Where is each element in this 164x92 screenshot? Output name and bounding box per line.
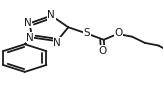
Text: N: N — [26, 33, 34, 43]
Text: O: O — [114, 28, 122, 38]
Text: O: O — [99, 46, 107, 56]
Text: N: N — [24, 18, 31, 28]
Text: S: S — [83, 28, 90, 38]
Text: N: N — [53, 38, 61, 48]
Text: N: N — [48, 10, 55, 20]
